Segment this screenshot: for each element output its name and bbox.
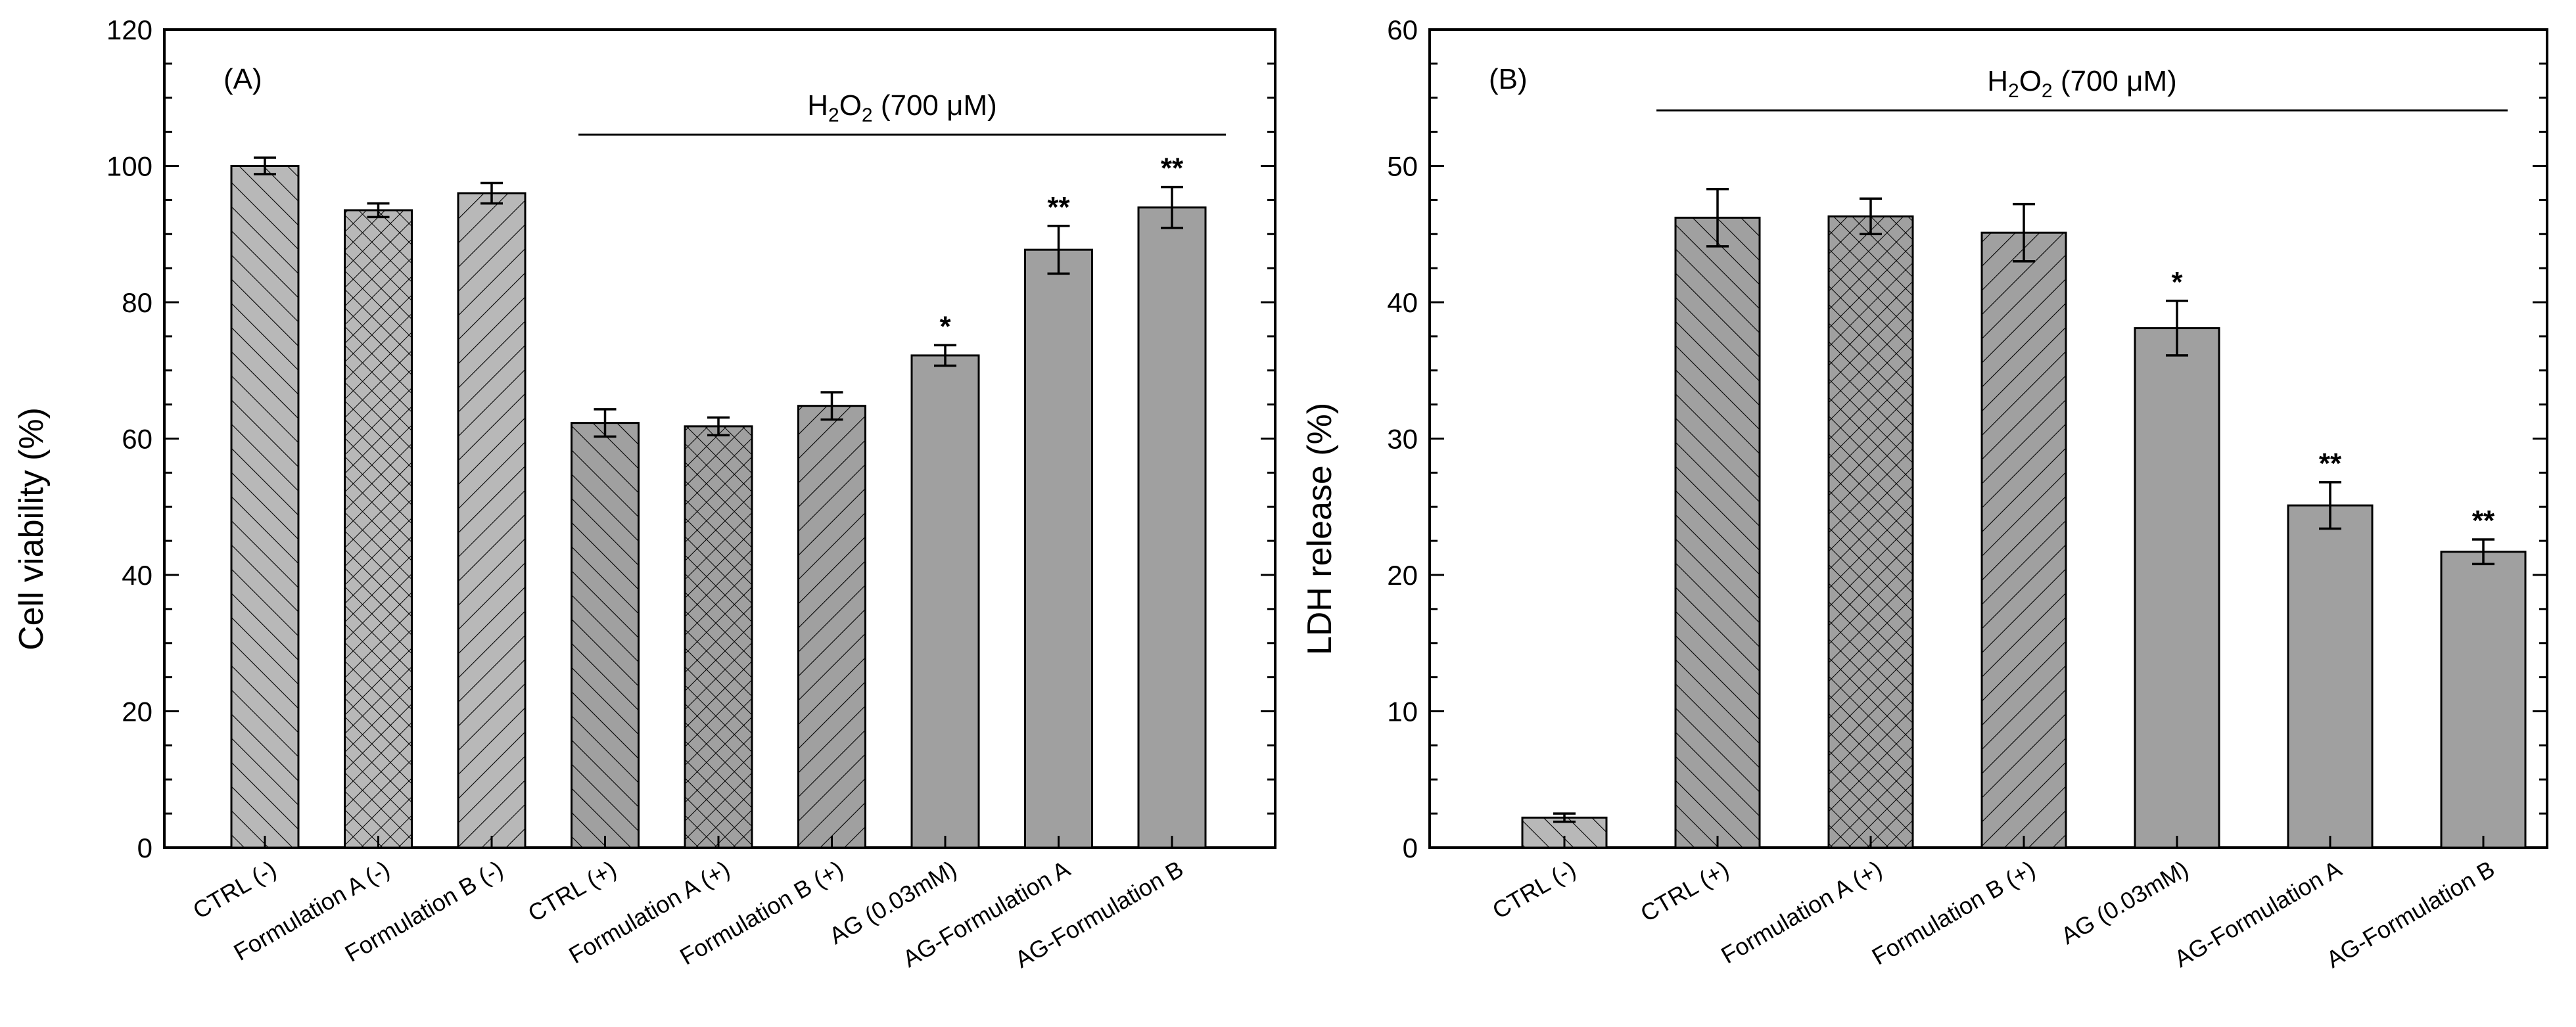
x-tick-label: CTRL (+)	[1636, 855, 1733, 926]
bar	[344, 209, 413, 849]
bar-fill	[2135, 328, 2219, 848]
y-tick-label: 80	[122, 287, 152, 318]
x-tick-label: AG (0.03mM)	[2056, 855, 2193, 949]
y-tick-label: 40	[1387, 287, 1418, 318]
bar	[457, 192, 527, 849]
bar	[1827, 215, 1914, 849]
panel-b-chart: (B) LDH release (%) 0 10 20 30 40 50 60 CTRL (-…	[1301, 14, 2548, 973]
bar	[1980, 231, 2067, 849]
bar	[684, 425, 753, 849]
y-tick-label: 0	[1403, 833, 1418, 863]
y-tick-label: 10	[1387, 696, 1418, 727]
y-tick-label: 30	[1387, 424, 1418, 455]
panel-label: (A)	[223, 63, 262, 95]
y-tick-label: 60	[122, 424, 152, 455]
y-tick-label: 120	[106, 14, 152, 45]
panel-a-chart: (A) Cell viability (%) 0 20 40 60 80 100 120 CT…	[12, 14, 1276, 973]
significance-marker: *	[2171, 266, 2183, 298]
significance-marker: **	[1161, 152, 1184, 185]
x-tick-label: CTRL (-)	[188, 855, 281, 924]
significance-marker: **	[2319, 447, 2342, 480]
bar	[571, 422, 640, 849]
y-axis-title: LDH release (%)	[1301, 403, 1339, 655]
y-tick-label: 60	[1387, 14, 1418, 45]
panel-label: (B)	[1489, 63, 1528, 95]
x-tick-label: Formulation A (+)	[1716, 855, 1886, 969]
significance-marker: *	[939, 310, 951, 342]
y-tick-label: 100	[106, 151, 152, 182]
bar-fill	[2441, 551, 2525, 848]
x-tick-label: AG-Formulation A	[2170, 855, 2346, 972]
significance-marker: **	[2472, 505, 2495, 537]
y-tick-label: 40	[122, 560, 152, 591]
y-tick-label: 50	[1387, 151, 1418, 182]
treatment-bracket-label: H2O2 (700 μM)	[1987, 65, 2177, 102]
x-tick-label: CTRL (-)	[1487, 855, 1580, 924]
bar	[1674, 216, 1761, 849]
y-tick-label: 0	[137, 833, 152, 863]
significance-marker: **	[1047, 191, 1070, 223]
bar-fill	[2288, 505, 2372, 848]
y-tick-label: 20	[122, 696, 152, 727]
bar-fill	[1138, 207, 1206, 848]
x-tick-label: AG-Formulation B	[2322, 855, 2499, 973]
treatment-bracket-label: H2O2 (700 μM)	[807, 89, 997, 126]
y-axis-title: Cell viability (%)	[12, 407, 51, 650]
bar-fill	[912, 355, 979, 848]
bar-fill	[1025, 250, 1092, 848]
bar	[230, 165, 300, 849]
x-tick-label: CTRL (+)	[523, 855, 621, 926]
y-tick-label: 20	[1387, 560, 1418, 591]
bar	[797, 405, 866, 849]
x-tick-label: Formulation B (+)	[1867, 855, 2040, 970]
